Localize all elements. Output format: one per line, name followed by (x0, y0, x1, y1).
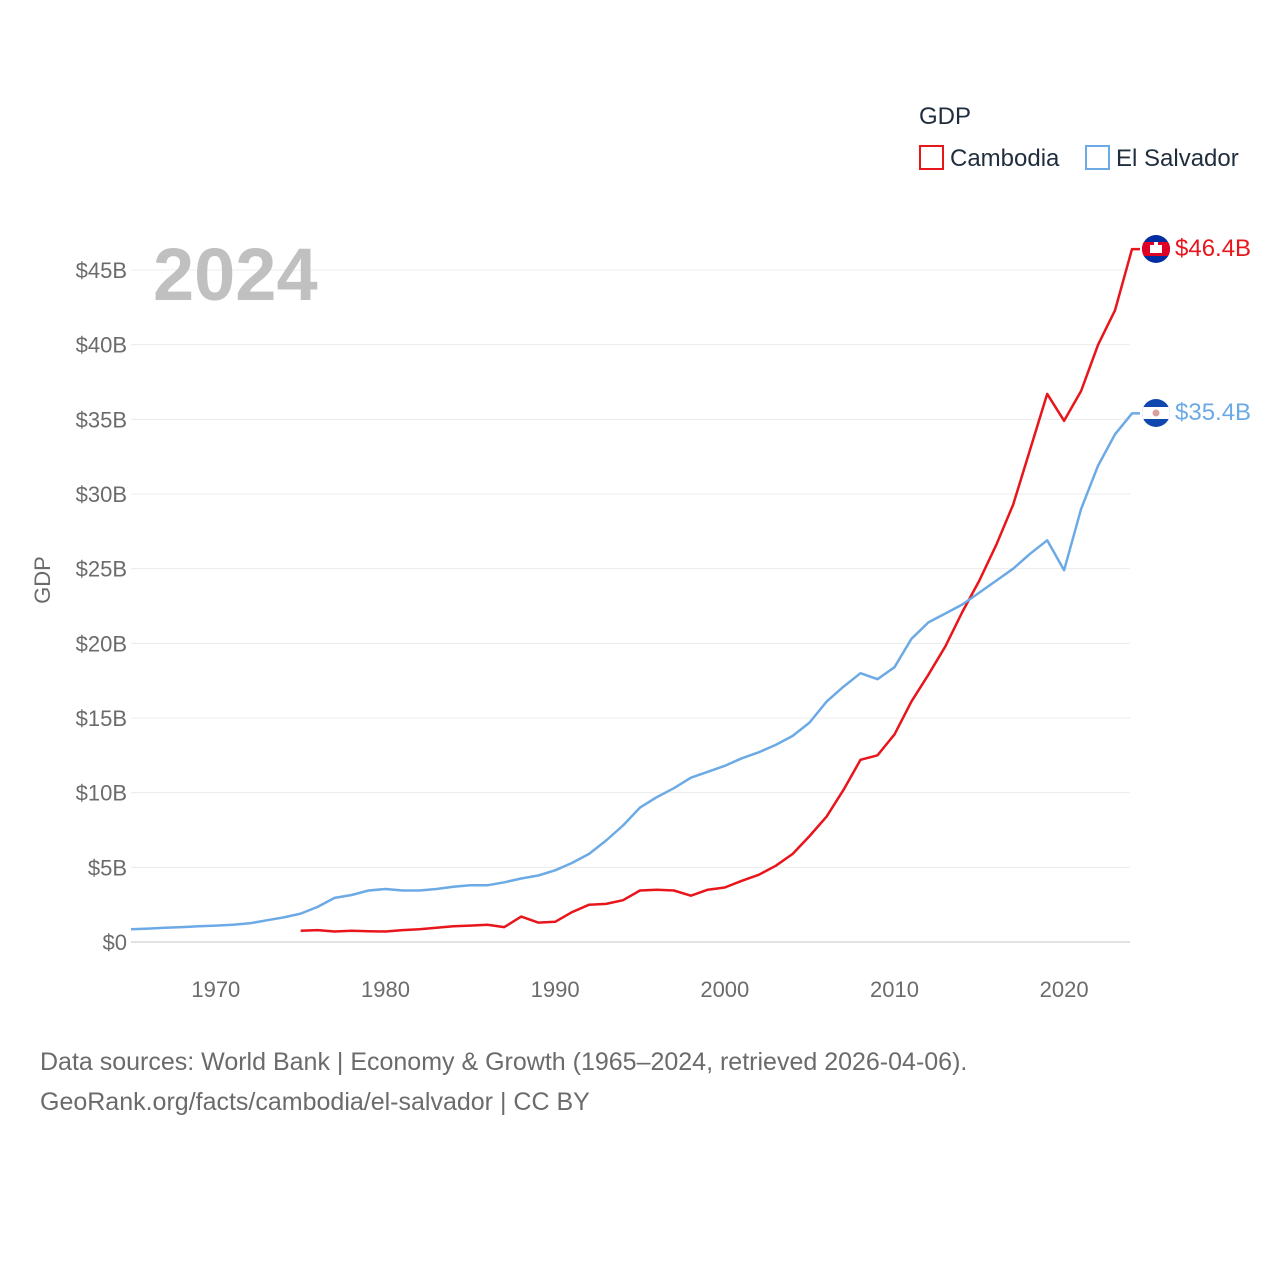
y-tick-label: $40B (76, 333, 127, 358)
legend-label-el-salvador: El Salvador (1116, 145, 1239, 172)
y-tick-label: $30B (76, 482, 127, 507)
y-tick-label: $10B (76, 781, 127, 806)
series-line-cambodia (300, 247, 1140, 933)
gdp-line-chart: $0 $5B $10B $15B $20B $25B $30B $35B $40B $45B 19… (30, 103, 1251, 1002)
source-line-2: GeoRank.org/facts/cambodia/el-salvador |… (40, 1088, 590, 1116)
y-tick-label: $45B (76, 258, 127, 283)
y-tick-label: $20B (76, 631, 127, 656)
legend-title: GDP (919, 103, 971, 130)
series-line-el-salvador (130, 412, 1140, 931)
x-axis-ticks: 1970 1980 1990 2000 2010 2020 (191, 977, 1088, 1002)
end-markers (1142, 235, 1170, 427)
year-label: 2024 (153, 233, 318, 316)
x-tick-label: 1980 (361, 977, 410, 1002)
legend-swatch-cambodia (919, 145, 944, 170)
x-tick-label: 2010 (870, 977, 919, 1002)
y-tick-label: $5B (88, 855, 127, 880)
legend-item-el-salvador[interactable]: El Salvador (1085, 145, 1239, 172)
y-tick-label: $25B (76, 557, 127, 582)
cambodia-flag-icon (1142, 235, 1170, 263)
series-lines (130, 247, 1140, 933)
legend-item-cambodia[interactable]: Cambodia (919, 145, 1060, 172)
x-tick-label: 2000 (700, 977, 749, 1002)
source-line-1: Data sources: World Bank | Economy & Gro… (40, 1048, 968, 1076)
y-tick-label: $0 (103, 930, 127, 955)
end-label-el-salvador: $35.4B (1175, 399, 1251, 426)
legend: GDP Cambodia El Salvador (919, 103, 1239, 172)
y-axis-ticks: $0 $5B $10B $15B $20B $25B $30B $35B $40B $45B (76, 258, 127, 955)
y-axis-label: GDP (30, 556, 55, 604)
x-tick-label: 2020 (1040, 977, 1089, 1002)
legend-swatch-el-salvador (1085, 145, 1110, 170)
gridlines (131, 269, 1130, 943)
data-source-note: Data sources: World Bank | Economy & Gro… (40, 1042, 967, 1122)
x-tick-label: 1970 (191, 977, 240, 1002)
x-tick-label: 1990 (531, 977, 580, 1002)
el-salvador-flag-icon (1142, 399, 1170, 427)
legend-label-cambodia: Cambodia (950, 145, 1060, 172)
y-tick-label: $35B (76, 407, 127, 432)
end-label-cambodia: $46.4B (1175, 235, 1251, 262)
y-tick-label: $15B (76, 706, 127, 731)
